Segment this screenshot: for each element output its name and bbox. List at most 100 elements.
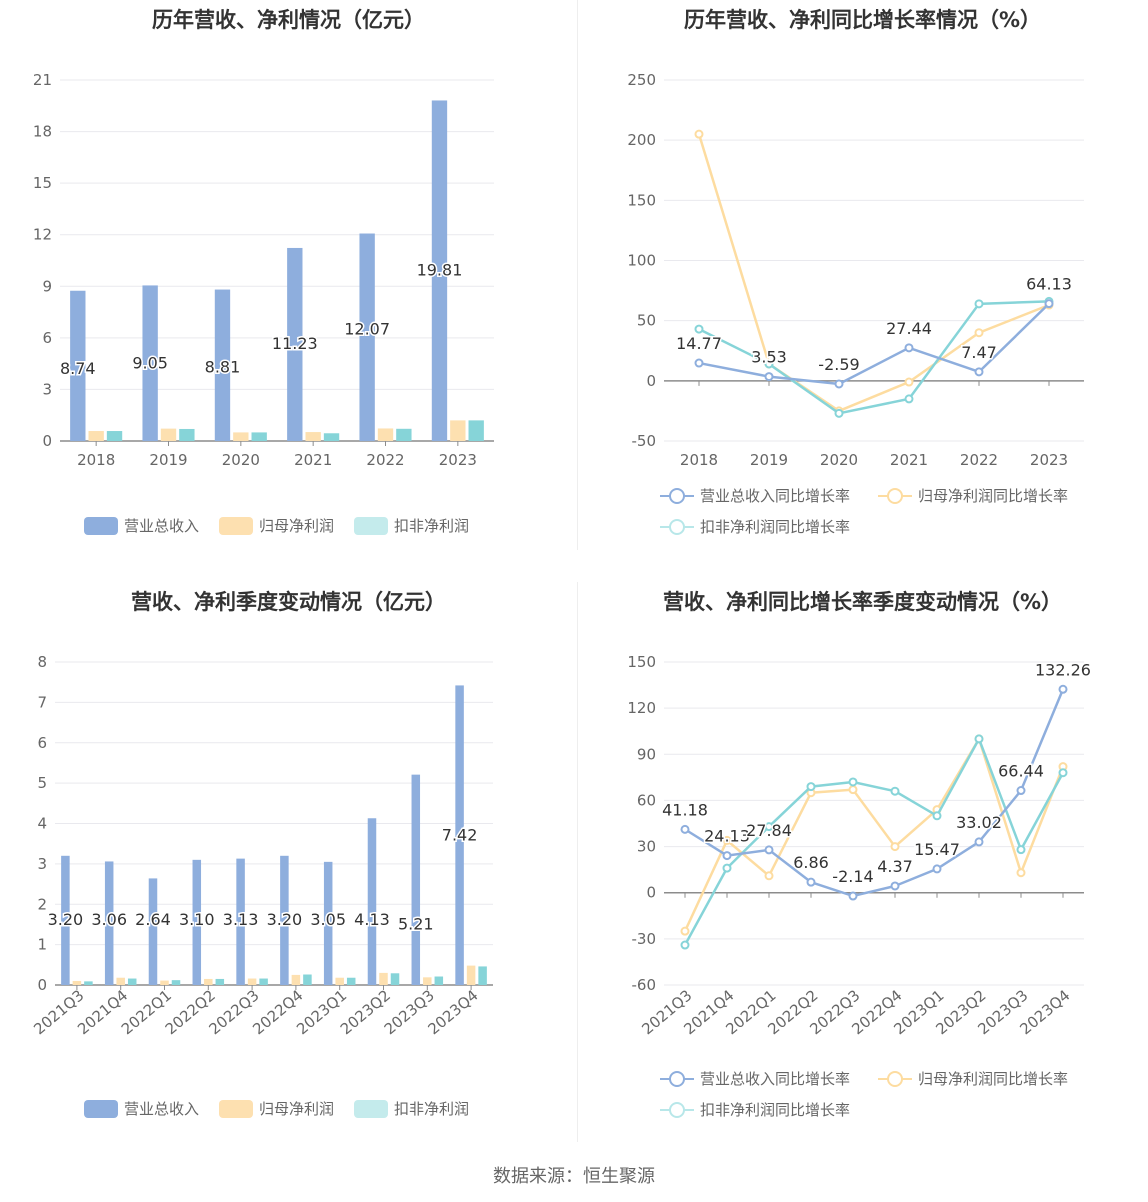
legend-swatch [660,1070,694,1088]
legend-item-revenue-growth[interactable]: 营业总收入同比增长率 [660,485,850,506]
legend-item-net-profit[interactable]: 归母净利润 [219,515,334,536]
y-tick-label: 3 [42,380,52,398]
lines [680,684,1068,950]
legend-item-deducted-profit[interactable]: 扣非净利润 [354,515,469,536]
legend-item-net-profit[interactable]: 归母净利润 [219,1098,334,1119]
line-deducted-growth [683,735,1065,946]
bar-deducted-profit [346,977,356,985]
bar-revenue [367,818,377,985]
bar-revenue [455,685,464,985]
quarter-amount-chart: 营收、净利季度变动情况（亿元） 0 1 2 3 4 5 6 7 8 2021Q3 2021Q4 202… [0,582,577,1142]
point-deducted-growth [722,863,732,873]
bar-deducted-profit [259,978,268,985]
bar-net-profit [379,972,388,985]
legend-item-net-growth[interactable]: 归母净利润同比增长率 [878,1068,1068,1089]
annual-amount-plot: 0 3 6 9 12 15 18 21 2018 2019 2020 2021 2022 2023 8.74… [33,71,494,469]
bar-value-label: 3.05 [310,910,346,929]
legend-item-net-growth[interactable]: 归母净利润同比增长率 [878,485,1068,506]
bar-revenue [104,861,114,985]
bar-net-profit [423,977,432,985]
point-revenue-growth [694,358,704,368]
bar-net-profit [305,432,321,441]
bars [70,100,484,441]
bar-net-profit [247,978,257,985]
point-deducted-growth [694,324,704,334]
legend-swatch [660,518,694,536]
point-value-label: 64.13 [1026,275,1072,294]
y-axis: -60 -30 0 30 60 90 120 150 [627,653,656,994]
line-revenue-growth [684,688,1065,898]
grid-lines [664,661,1084,986]
point-revenue-growth [1016,786,1026,796]
y-tick-label: 100 [627,252,656,270]
y-tick-label: 4 [37,815,47,833]
legend-item-revenue[interactable]: 营业总收入 [84,1098,199,1119]
y-tick-label: 7 [37,693,47,711]
bar-net-profit [335,977,344,985]
legend-item-revenue[interactable]: 营业总收入 [84,515,199,536]
bar-net-profit [160,980,169,985]
point-revenue-growth [974,367,984,377]
legend-item-revenue-growth[interactable]: 营业总收入同比增长率 [660,1068,850,1089]
bar-deducted-profit [215,978,225,985]
legend-item-deducted-profit[interactable]: 扣非净利润 [354,1098,469,1119]
bar-deducted-profit [84,981,93,985]
point-revenue-growth [904,343,914,353]
grid-lines [664,79,1084,442]
bar-deducted-profit [478,966,487,985]
bars [61,685,487,985]
chart-title: 历年营收、净利同比增长率情况（%） [683,8,1042,32]
bar-deducted-profit [396,428,412,441]
bar-deducted-profit [323,433,340,441]
point-value-label: -2.14 [832,867,873,886]
bar-value-label: 11.23 [272,334,318,353]
bar-deducted-profit [468,420,484,441]
legend-swatch [878,487,912,505]
x-tick-label: 2022 [960,451,998,469]
y-tick-label: 200 [627,131,656,149]
point-deducted-growth [680,940,690,950]
legend-label: 归母净利润同比增长率 [918,1070,1069,1088]
legend-item-deducted-growth[interactable]: 扣非净利润同比增长率 [660,516,850,537]
bar-value-label: 3.10 [179,910,215,929]
x-tick-label: 2022 [366,451,404,469]
y-tick-label: 120 [627,699,656,717]
legend-label: 归母净利润同比增长率 [918,487,1069,505]
bar-value-label: 3.13 [223,910,259,929]
y-tick-label: 50 [637,312,656,330]
legend-label: 营业总收入同比增长率 [700,487,851,505]
bar-revenue [359,233,375,441]
legend-item-deducted-growth[interactable]: 扣非净利润同比增长率 [660,1099,850,1120]
point-deducted-growth [974,734,984,744]
bar-revenue [214,289,231,441]
y-tick-label: 2 [37,895,47,913]
point-revenue-growth [834,379,844,389]
y-tick-label: 6 [37,734,47,752]
bar-revenue [287,247,303,441]
bar-revenue [61,855,70,985]
point-value-label: -2.59 [818,355,859,374]
chart-legend: 营业总收入 归母净利润 扣非净利润 [0,1098,577,1128]
y-tick-label: 0 [646,884,656,902]
point-net-growth [694,129,704,139]
legend-label: 扣非净利润 [394,517,470,535]
annual-growth-chart: 历年营收、净利同比增长率情况（%） -50 0 50 100 150 200 250 2018… [577,0,1148,550]
y-tick-label: -30 [632,930,657,948]
bar-revenue [192,859,202,985]
y-tick-label: 0 [37,976,47,994]
chart-legend: 营业总收入 归母净利润 扣非净利润 [0,515,577,545]
legend-swatch [660,487,694,505]
legend-swatch [878,1070,912,1088]
y-tick-label: 6 [42,329,52,347]
point-net-growth [890,842,900,852]
bar-net-profit [377,428,394,441]
x-tick-label: 2023 [1030,451,1068,469]
point-value-label: 33.02 [956,813,1002,832]
point-revenue-growth [764,372,774,382]
legend-swatch [354,1099,388,1118]
bar-deducted-profit [179,428,195,441]
divider-bottom [577,582,578,1142]
y-tick-label: 3 [37,855,47,873]
point-net-growth [848,785,858,795]
y-tick-label: 15 [33,174,52,192]
